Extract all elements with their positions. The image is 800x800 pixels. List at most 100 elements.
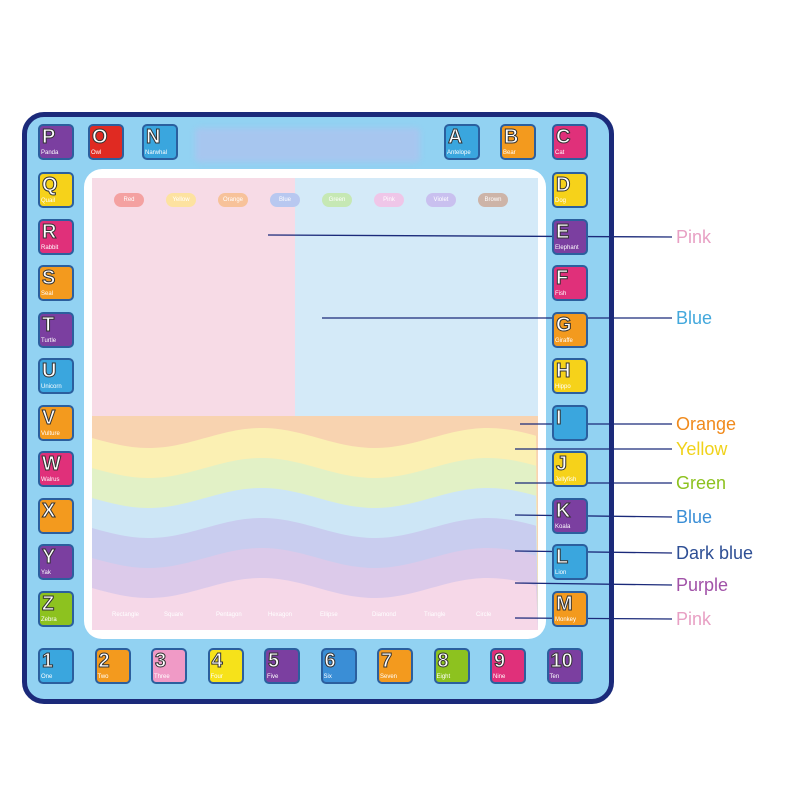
tile-X: X xyxy=(38,497,74,534)
region-label: Dark blue xyxy=(676,543,754,563)
palette-swatch: Red xyxy=(114,193,144,207)
tile-letter: R xyxy=(41,220,57,243)
tile-caption: Nine xyxy=(493,674,506,680)
shape-label: Triangle xyxy=(424,612,446,618)
shape-label: Diamond xyxy=(372,612,397,618)
tile-Z: Z Zebra xyxy=(38,590,74,627)
tile-letter: 2 xyxy=(98,650,110,673)
tile-letter: 10 xyxy=(550,650,573,673)
tile-letter: D xyxy=(555,174,571,197)
tile-letter: J xyxy=(555,453,568,476)
tile-P: P Panda xyxy=(38,124,74,160)
tile-Q: Q Quail xyxy=(38,172,74,208)
palette-swatch: Yellow xyxy=(166,193,196,207)
tile-W: W Walrus xyxy=(38,451,74,487)
tile-caption: Turtle xyxy=(41,337,57,344)
tile-letter: 7 xyxy=(380,650,393,673)
tile-caption: Elephant xyxy=(555,244,579,251)
tile-letter: Q xyxy=(42,174,59,197)
tile-7: 7 Seven xyxy=(377,648,413,684)
tile-caption: Cat xyxy=(555,150,565,156)
tile-letter: T xyxy=(41,313,55,336)
tile-5: 5 Five xyxy=(264,648,300,684)
tile-letter: Y xyxy=(41,546,56,569)
blue-panel xyxy=(295,178,538,418)
tile-letter: L xyxy=(555,546,569,569)
tile-I: I xyxy=(552,404,588,441)
tile-caption: Four xyxy=(210,674,223,680)
shape-label: Rectangle xyxy=(112,612,140,618)
callout-line xyxy=(514,514,673,518)
tile-K: K Koala xyxy=(552,497,588,534)
tile-letter: G xyxy=(556,313,573,336)
tile-caption: Walrus xyxy=(41,477,60,483)
tile-caption: Monkey xyxy=(555,616,577,623)
tile-R: R Rabbit xyxy=(38,218,74,255)
tile-caption: Two xyxy=(97,674,109,680)
tile-letter: V xyxy=(41,406,56,429)
tile-letter: 5 xyxy=(267,650,280,673)
tile-6: 6 Six xyxy=(320,648,357,684)
tile-D: D Dog xyxy=(552,172,588,208)
tile-letter: 1 xyxy=(41,650,54,673)
tile-caption: Three xyxy=(154,674,170,680)
tile-E: E Elephant xyxy=(552,218,588,255)
tile-caption: Antelope xyxy=(447,150,471,156)
tile-caption: Lion xyxy=(555,570,567,576)
tile-letter: 4 xyxy=(211,650,223,673)
tile-T: T Turtle xyxy=(38,311,74,348)
tile-B: B Bear xyxy=(500,124,536,160)
tile-caption: Owl xyxy=(91,150,102,156)
wave-band xyxy=(92,578,538,630)
tile-caption: Panda xyxy=(41,150,59,156)
tile-caption: Hippo xyxy=(555,384,571,390)
tile-H: H Hippo xyxy=(552,358,588,394)
tile-letter: 8 xyxy=(437,650,449,673)
tile-letter: K xyxy=(555,499,571,522)
tile-3: 3 Three xyxy=(151,648,187,684)
tile-letter: B xyxy=(503,126,519,149)
tile-caption: Yak xyxy=(41,570,51,576)
tile-letter: E xyxy=(555,220,570,243)
tile-caption: Five xyxy=(267,674,279,680)
region-label: Pink xyxy=(676,609,712,629)
palette-swatch: Pink xyxy=(374,193,404,207)
palette-swatch: Violet xyxy=(426,193,456,207)
region-label: Purple xyxy=(676,575,729,595)
tile-caption: Dog xyxy=(555,198,567,204)
region-label: Blue xyxy=(676,507,713,527)
palette-swatch: Blue xyxy=(270,193,300,207)
tile-caption: Unicorn xyxy=(41,384,62,390)
shape-label: Square xyxy=(164,612,184,618)
tile-letter: H xyxy=(555,360,571,383)
region-label: Yellow xyxy=(676,439,728,459)
tile-caption: Jellyfish xyxy=(555,477,577,483)
tile-2: 2 Two xyxy=(94,648,131,684)
tile-caption: Fish xyxy=(555,291,567,297)
tile-F: F Fish xyxy=(552,265,588,301)
tile-C: C Cat xyxy=(552,124,588,160)
region-label: Blue xyxy=(676,308,713,328)
tile-J: J Jellyfish xyxy=(552,451,588,487)
tile-Y: Y Yak xyxy=(38,544,74,580)
blurred-title-logo xyxy=(195,128,420,162)
tile-letter: X xyxy=(41,499,56,522)
tile-caption: Six xyxy=(323,674,332,680)
region-label: Green xyxy=(676,473,727,493)
tile-letter: 6 xyxy=(324,650,336,673)
tile-caption: Rabbit xyxy=(41,244,59,251)
tile-caption: Koala xyxy=(555,523,571,530)
tile-caption: Quail xyxy=(41,198,56,204)
region-label: Pink xyxy=(676,227,712,247)
tile-U: U Unicorn xyxy=(38,358,74,394)
shape-label: Hexagon xyxy=(268,612,293,618)
tile-9: 9 Nine xyxy=(490,648,526,684)
callout-line xyxy=(514,617,673,620)
pink-panel xyxy=(92,178,295,418)
tile-letter: F xyxy=(555,267,569,290)
tile-letter: P xyxy=(41,126,56,149)
tile-letter: W xyxy=(42,453,62,476)
tile-caption: Narwhal xyxy=(145,150,168,156)
callout-line xyxy=(267,234,673,238)
